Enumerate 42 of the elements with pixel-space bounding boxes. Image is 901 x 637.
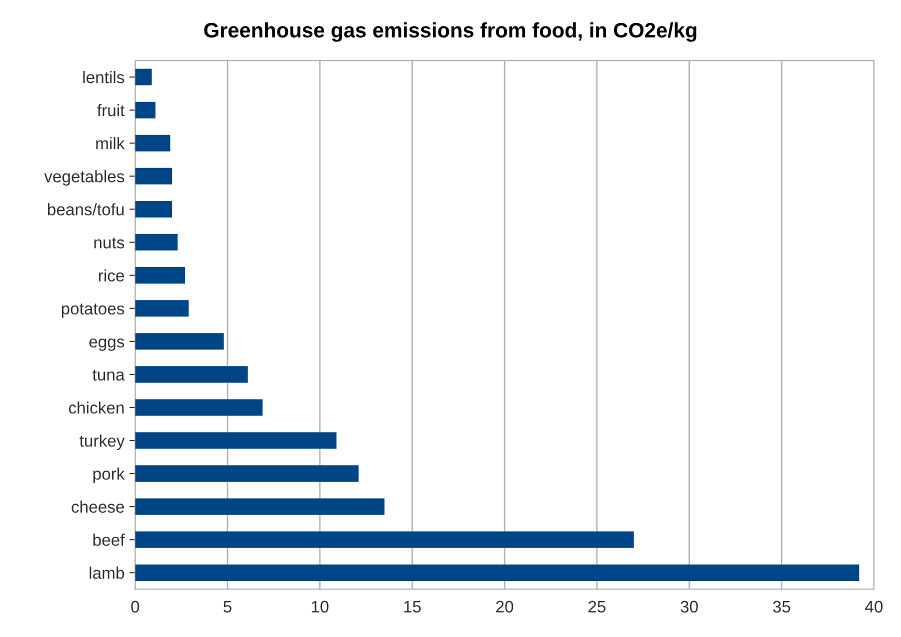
bar [135,200,172,218]
x-tick-label: 0 [131,600,140,613]
x-tick-label: 20 [496,600,514,613]
bar [135,366,248,383]
y-tick-label: tuna [92,370,125,381]
bar [135,465,359,482]
x-tick-label: 35 [772,600,790,613]
y-tick-label: beans/tofu [48,203,124,216]
x-tick-label: 40 [865,600,883,613]
bar [135,432,336,449]
y-tick-label: milk [96,137,125,150]
y-tick-label: eggs [89,338,124,351]
bar [135,267,186,284]
bar [135,168,172,184]
x-tick-label: 25 [588,600,606,613]
y-tick-label: turkey [80,434,125,450]
x-tick-label: 30 [680,600,698,613]
y-tick-label: rice [98,269,124,282]
bar [135,531,634,548]
y-tick-label: beef [93,534,125,546]
bar [135,134,170,152]
y-tick-label: pork [93,468,125,484]
bar [135,68,152,86]
y-tick-label: fruit [97,104,125,116]
x-tick-label: 5 [224,600,232,613]
chart-title: Greenhouse gas emissions from food, in CO2e/kg [204,22,696,42]
bar [135,498,384,515]
bar [135,564,860,581]
bar [135,300,189,317]
x-tick-label: 10 [312,600,328,613]
y-tick-label: nuts [94,238,124,248]
bar [135,102,156,118]
y-tick-label: potatoes [62,304,124,318]
y-tick-label: cheese [72,500,124,513]
y-tick-label: chicken [68,401,124,414]
y-tick-label: vegetables [44,170,124,186]
y-tick-label: lentils [83,71,124,84]
bar [135,234,178,251]
x-tick-label: 15 [404,600,421,613]
bar [135,333,224,350]
y-tick-label: lamb [90,566,124,579]
bar [135,399,263,416]
